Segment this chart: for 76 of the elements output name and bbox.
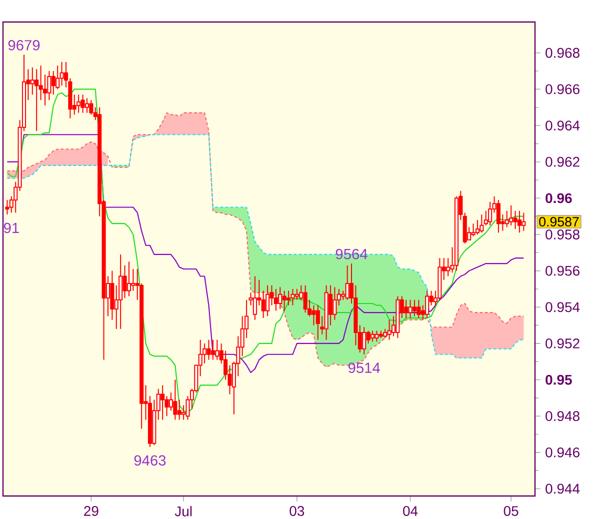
candlestick bbox=[370, 330, 375, 342]
x-tick-label: Jul bbox=[174, 506, 192, 516]
candlestick bbox=[160, 384, 165, 420]
y-tick-label: 0.952 bbox=[546, 338, 580, 348]
candlestick bbox=[266, 284, 270, 317]
candlestick bbox=[290, 288, 295, 306]
y-tick-label: 0.956 bbox=[546, 266, 580, 276]
x-tick-label: 03 bbox=[290, 506, 304, 516]
candlestick bbox=[60, 61, 64, 86]
candlestick bbox=[215, 339, 220, 360]
candlestick bbox=[383, 328, 388, 338]
candlestick bbox=[126, 261, 131, 297]
text: 0.9587 bbox=[539, 217, 579, 226]
y-tick-label: 0.946 bbox=[546, 447, 580, 458]
candlestick bbox=[206, 339, 211, 360]
y-tick-label: 0.944 bbox=[546, 484, 580, 494]
candlestick bbox=[480, 214, 484, 234]
candlestick bbox=[345, 264, 350, 300]
candlestick bbox=[404, 299, 408, 319]
y-tick-label: 0.954 bbox=[546, 302, 580, 312]
candlestick bbox=[278, 286, 282, 310]
candlestick bbox=[84, 98, 89, 114]
y-tick-label: 0.958 bbox=[546, 230, 580, 240]
candlestick bbox=[76, 94, 81, 114]
candlestick bbox=[412, 299, 417, 317]
candlestick bbox=[252, 276, 257, 320]
candlestick bbox=[173, 379, 178, 420]
candlestick bbox=[496, 199, 500, 234]
candlestick bbox=[303, 284, 308, 314]
candlestick bbox=[261, 290, 266, 319]
candlestick bbox=[286, 290, 291, 306]
candlestick bbox=[387, 319, 392, 340]
candlestick bbox=[122, 264, 127, 299]
annotation: 9679 bbox=[8, 40, 40, 50]
candlestick bbox=[513, 210, 518, 230]
candlestick bbox=[282, 290, 286, 312]
candlestick bbox=[294, 288, 299, 300]
x-tick-label: 05 bbox=[504, 506, 518, 516]
candlestick bbox=[362, 326, 366, 355]
candlestick bbox=[5, 199, 10, 216]
candlestick bbox=[416, 299, 421, 319]
y-tick-label: 0.964 bbox=[546, 120, 580, 130]
candlestick bbox=[316, 304, 320, 340]
candlestick bbox=[446, 258, 450, 277]
candlestick bbox=[332, 286, 337, 320]
candlestick bbox=[471, 223, 476, 237]
candlestick bbox=[517, 210, 522, 234]
candlestick bbox=[80, 94, 85, 114]
candlestick bbox=[131, 268, 136, 292]
y-tick-label: 0.968 bbox=[546, 48, 580, 58]
annotation: 91 bbox=[4, 222, 19, 234]
candlestick bbox=[30, 66, 34, 96]
candlestick bbox=[177, 399, 182, 420]
candlestick bbox=[274, 288, 278, 312]
candlestick bbox=[425, 290, 430, 319]
y-tick-label: 0.966 bbox=[546, 84, 580, 94]
annotation: 9463 bbox=[134, 455, 166, 466]
candlestick bbox=[509, 204, 514, 226]
candlestick bbox=[210, 339, 215, 360]
candlestick bbox=[374, 330, 379, 342]
y-tick-label: 0.96 bbox=[546, 193, 572, 204]
candlestick bbox=[89, 100, 94, 116]
candlestick bbox=[488, 201, 492, 226]
candlestick bbox=[34, 68, 39, 132]
candlestick bbox=[312, 304, 316, 326]
x-tick-label: 29 bbox=[84, 506, 98, 516]
x-tick-label: 04 bbox=[403, 506, 418, 516]
candlestick bbox=[408, 299, 412, 319]
annotation: 9564 bbox=[336, 248, 368, 260]
candlestick bbox=[522, 212, 526, 232]
y-tick-label: 0.95 bbox=[546, 374, 572, 385]
candlestick bbox=[328, 284, 333, 326]
y-tick-label: 0.948 bbox=[546, 411, 580, 422]
candlestick bbox=[118, 254, 123, 330]
annotation: 9514 bbox=[348, 362, 380, 373]
y-tick-label: 0.962 bbox=[546, 156, 580, 167]
